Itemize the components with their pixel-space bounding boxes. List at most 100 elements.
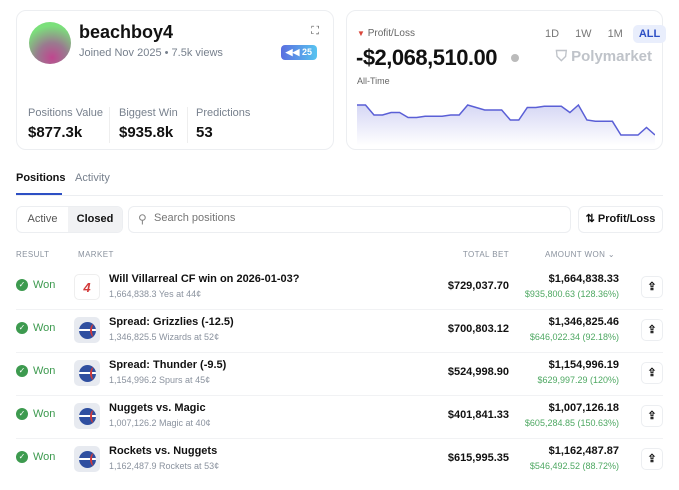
sort-icon: ⇅ (585, 213, 595, 225)
total-bet: $700,803.12 (447, 323, 509, 335)
share-button[interactable]: ⇪ (641, 276, 663, 298)
share-button[interactable]: ⇪ (641, 448, 663, 470)
range-1m[interactable]: 1M (607, 28, 623, 40)
status-badge: ✓ Won (16, 322, 55, 334)
search-box[interactable]: ⚲ (128, 206, 571, 233)
divider (16, 352, 663, 353)
pnl-line (357, 103, 655, 136)
amount-won: $1,154,996.19 (548, 359, 619, 371)
share-button[interactable]: ⇪ (641, 405, 663, 427)
profit-gain: $935,800.63 (128.36%) (524, 289, 619, 299)
header-amount-won-label: AMOUNT WON (544, 250, 606, 259)
tab-positions[interactable]: Positions (16, 172, 66, 184)
stat-label: Biggest Win (119, 107, 178, 119)
stat-value: $935.8k (119, 124, 174, 141)
down-triangle-icon: ▼ (357, 29, 365, 38)
polymarket-icon: ⛉ (555, 48, 567, 65)
header-total-bet[interactable]: TOTAL BET (462, 250, 509, 259)
scan-icon[interactable]: ⛶ (311, 25, 319, 37)
check-icon: ✓ (16, 322, 28, 334)
tab-activity[interactable]: Activity (75, 172, 110, 184)
market-title[interactable]: Spread: Thunder (-9.5) (109, 359, 227, 371)
range-selector: 1D 1W 1M ALL (539, 25, 667, 43)
stat-label: Positions Value (28, 107, 104, 119)
total-bet: $401,841.33 (447, 409, 509, 421)
filter-closed[interactable]: Closed (68, 207, 122, 232)
divider (16, 438, 663, 439)
sort-label: Profit/Loss (597, 213, 656, 225)
brand-name: Polymarket (571, 48, 652, 65)
divider (109, 107, 110, 143)
result-label: Won (33, 451, 56, 463)
total-bet: $524,998.90 (447, 366, 509, 378)
search-input[interactable] (154, 212, 554, 224)
basketball-icon (74, 403, 100, 429)
market-title[interactable]: Nuggets vs. Magic (109, 402, 206, 414)
market-subtitle: 1,346,825.5 Wizards at 52¢ (109, 332, 220, 342)
sort-button[interactable]: ⇅ Profit/Loss (578, 206, 663, 233)
result-label: Won (33, 408, 56, 420)
profit-gain: $546,492.52 (88.72%) (529, 461, 619, 471)
profile-meta: Joined Nov 2025 • 7.5k views (79, 47, 223, 59)
status-badge: ✓ Won (16, 451, 55, 463)
range-1w[interactable]: 1W (575, 28, 592, 40)
check-icon: ✓ (16, 408, 28, 420)
badge-count: 25 (301, 47, 312, 57)
market-title[interactable]: Spread: Grizzlies (-12.5) (109, 316, 234, 328)
search-icon: ⚲ (138, 212, 147, 226)
table-row[interactable]: ✓ Won Nuggets vs. Magic 1,007,126.2 Magic… (16, 395, 663, 438)
check-icon: ✓ (16, 451, 28, 463)
tab-underline (16, 193, 62, 195)
divider (187, 107, 188, 143)
share-icon: ⇪ (647, 453, 657, 465)
period-label: All-Time (357, 76, 390, 86)
result-label: Won (33, 365, 56, 377)
pnl-area (357, 105, 655, 146)
stat-value: 53 (196, 124, 213, 141)
pnl-value: -$2,068,510.00 (356, 45, 498, 70)
result-label: Won (33, 279, 56, 291)
market-title[interactable]: Rockets vs. Nuggets (109, 445, 218, 457)
view-count: 7.5k views (171, 47, 223, 59)
market-subtitle: 1,007,126.2 Magic at 40¢ (109, 418, 211, 428)
stat-biggest-win: Biggest Win $935.8k (119, 107, 178, 141)
stat-positions-value: Positions Value $877.3k (28, 107, 103, 141)
share-icon: ⇪ (647, 367, 657, 379)
table-row[interactable]: ✓ Won Spread: Thunder (-9.5) 1,154,996.2 … (16, 352, 663, 395)
divider (16, 195, 663, 196)
amount-won: $1,162,487.87 (548, 445, 619, 457)
market-title[interactable]: Will Villarreal CF win on 2026-01-03? (109, 273, 300, 285)
rank-badge[interactable]: ◀◀ 25 (280, 45, 317, 60)
table-row[interactable]: ✓ Won 4 Will Villarreal CF win on 2026-01… (16, 266, 663, 309)
market-subtitle: 1,664,838.3 Yes at 44¢ (109, 289, 202, 299)
chevron-down-icon: ⌄ (607, 250, 615, 259)
market-subtitle: 1,162,487.9 Rockets at 53¢ (109, 461, 220, 471)
divider (16, 309, 663, 310)
avatar[interactable] (29, 22, 71, 64)
status-badge: ✓ Won (16, 408, 55, 420)
stat-predictions: Predictions 53 (196, 107, 250, 141)
table-row[interactable]: ✓ Won Rockets vs. Nuggets 1,162,487.9 Roc… (16, 438, 663, 481)
range-1d[interactable]: 1D (545, 28, 560, 40)
filter-active[interactable]: Active (27, 213, 58, 225)
share-button[interactable]: ⇪ (641, 362, 663, 384)
amount-won: $1,346,825.46 (548, 316, 619, 328)
result-label: Won (33, 322, 56, 334)
rewind-icon: ◀◀ (285, 47, 300, 57)
share-button[interactable]: ⇪ (641, 319, 663, 341)
header-amount-won[interactable]: AMOUNT WON ⌄ (545, 250, 615, 259)
table-row[interactable]: ✓ Won Spread: Grizzlies (-12.5) 1,346,825… (16, 309, 663, 352)
info-icon[interactable] (511, 54, 519, 62)
share-icon: ⇪ (647, 324, 657, 336)
basketball-icon (74, 360, 100, 386)
pnl-card: ▼ Profit/Loss 1D 1W 1M ALL -$2,068,510.0… (346, 10, 667, 150)
share-icon: ⇪ (647, 410, 657, 422)
pnl-label-text: Profit/Loss (367, 28, 415, 39)
stat-value: $877.3k (28, 124, 83, 141)
pnl-chart[interactable] (357, 96, 655, 146)
basketball-icon (74, 446, 100, 472)
username: beachboy4 (79, 22, 174, 42)
range-all[interactable]: ALL (632, 25, 667, 43)
profit-gain: $646,022.34 (92.18%) (529, 332, 619, 342)
total-bet: $729,037.70 (447, 280, 509, 292)
